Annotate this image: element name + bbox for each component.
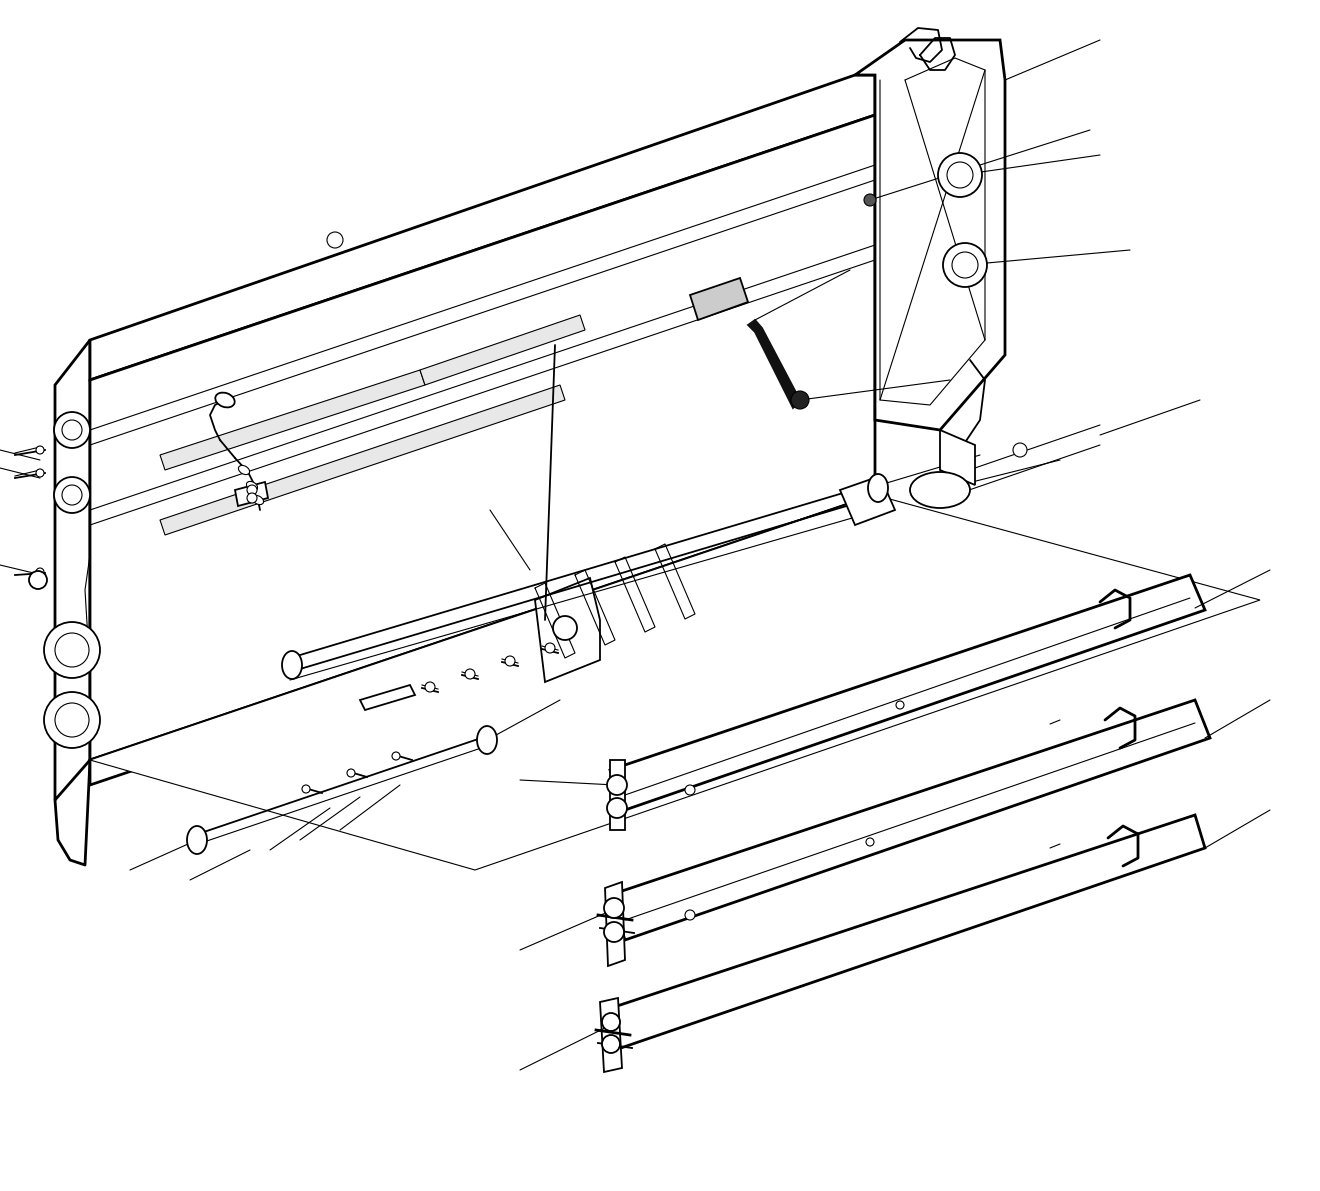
Polygon shape <box>855 40 1005 430</box>
Circle shape <box>607 775 627 796</box>
Ellipse shape <box>869 474 888 501</box>
Circle shape <box>1012 443 1027 457</box>
Circle shape <box>36 445 44 454</box>
Circle shape <box>247 493 257 503</box>
Circle shape <box>685 785 696 796</box>
Circle shape <box>327 232 343 248</box>
Circle shape <box>36 469 44 478</box>
Circle shape <box>54 412 90 448</box>
Circle shape <box>465 669 475 679</box>
Circle shape <box>247 485 257 495</box>
Circle shape <box>44 692 100 748</box>
Ellipse shape <box>239 466 249 474</box>
Circle shape <box>602 1035 620 1053</box>
Circle shape <box>347 769 355 777</box>
Circle shape <box>425 682 436 692</box>
Polygon shape <box>535 578 601 682</box>
Circle shape <box>302 785 310 793</box>
Circle shape <box>605 922 624 942</box>
Circle shape <box>865 194 876 206</box>
Polygon shape <box>601 998 622 1072</box>
Polygon shape <box>90 116 875 760</box>
Polygon shape <box>610 760 624 830</box>
Circle shape <box>602 1014 620 1031</box>
Polygon shape <box>420 314 585 385</box>
Ellipse shape <box>215 393 235 407</box>
Polygon shape <box>90 75 875 380</box>
Ellipse shape <box>909 472 970 509</box>
Polygon shape <box>55 339 90 800</box>
Circle shape <box>866 838 874 846</box>
Circle shape <box>946 162 973 188</box>
Circle shape <box>29 570 48 590</box>
Circle shape <box>952 252 978 278</box>
Circle shape <box>605 898 624 918</box>
Ellipse shape <box>187 827 207 854</box>
Circle shape <box>942 243 987 287</box>
Ellipse shape <box>477 727 498 754</box>
Polygon shape <box>90 495 1261 869</box>
Circle shape <box>55 632 88 667</box>
Polygon shape <box>605 815 1205 1050</box>
Polygon shape <box>605 883 624 966</box>
Polygon shape <box>610 575 1205 810</box>
Circle shape <box>392 752 400 760</box>
Circle shape <box>607 798 627 818</box>
Ellipse shape <box>282 651 302 679</box>
Polygon shape <box>235 482 268 506</box>
Circle shape <box>939 152 982 197</box>
Ellipse shape <box>252 495 264 505</box>
Polygon shape <box>610 700 1210 940</box>
Polygon shape <box>160 370 425 470</box>
Polygon shape <box>940 430 975 485</box>
Polygon shape <box>360 685 414 710</box>
Circle shape <box>791 391 809 409</box>
Circle shape <box>506 656 515 666</box>
Circle shape <box>685 910 696 919</box>
Circle shape <box>55 703 88 737</box>
Polygon shape <box>748 320 800 409</box>
Polygon shape <box>840 476 895 525</box>
Circle shape <box>62 420 82 439</box>
Circle shape <box>44 622 100 678</box>
Circle shape <box>62 485 82 505</box>
Circle shape <box>36 568 44 576</box>
Circle shape <box>545 643 554 653</box>
Polygon shape <box>90 495 875 785</box>
Polygon shape <box>160 385 565 535</box>
Circle shape <box>54 478 90 513</box>
Ellipse shape <box>247 481 257 491</box>
Circle shape <box>896 701 904 709</box>
Polygon shape <box>690 278 748 320</box>
Circle shape <box>553 616 577 640</box>
